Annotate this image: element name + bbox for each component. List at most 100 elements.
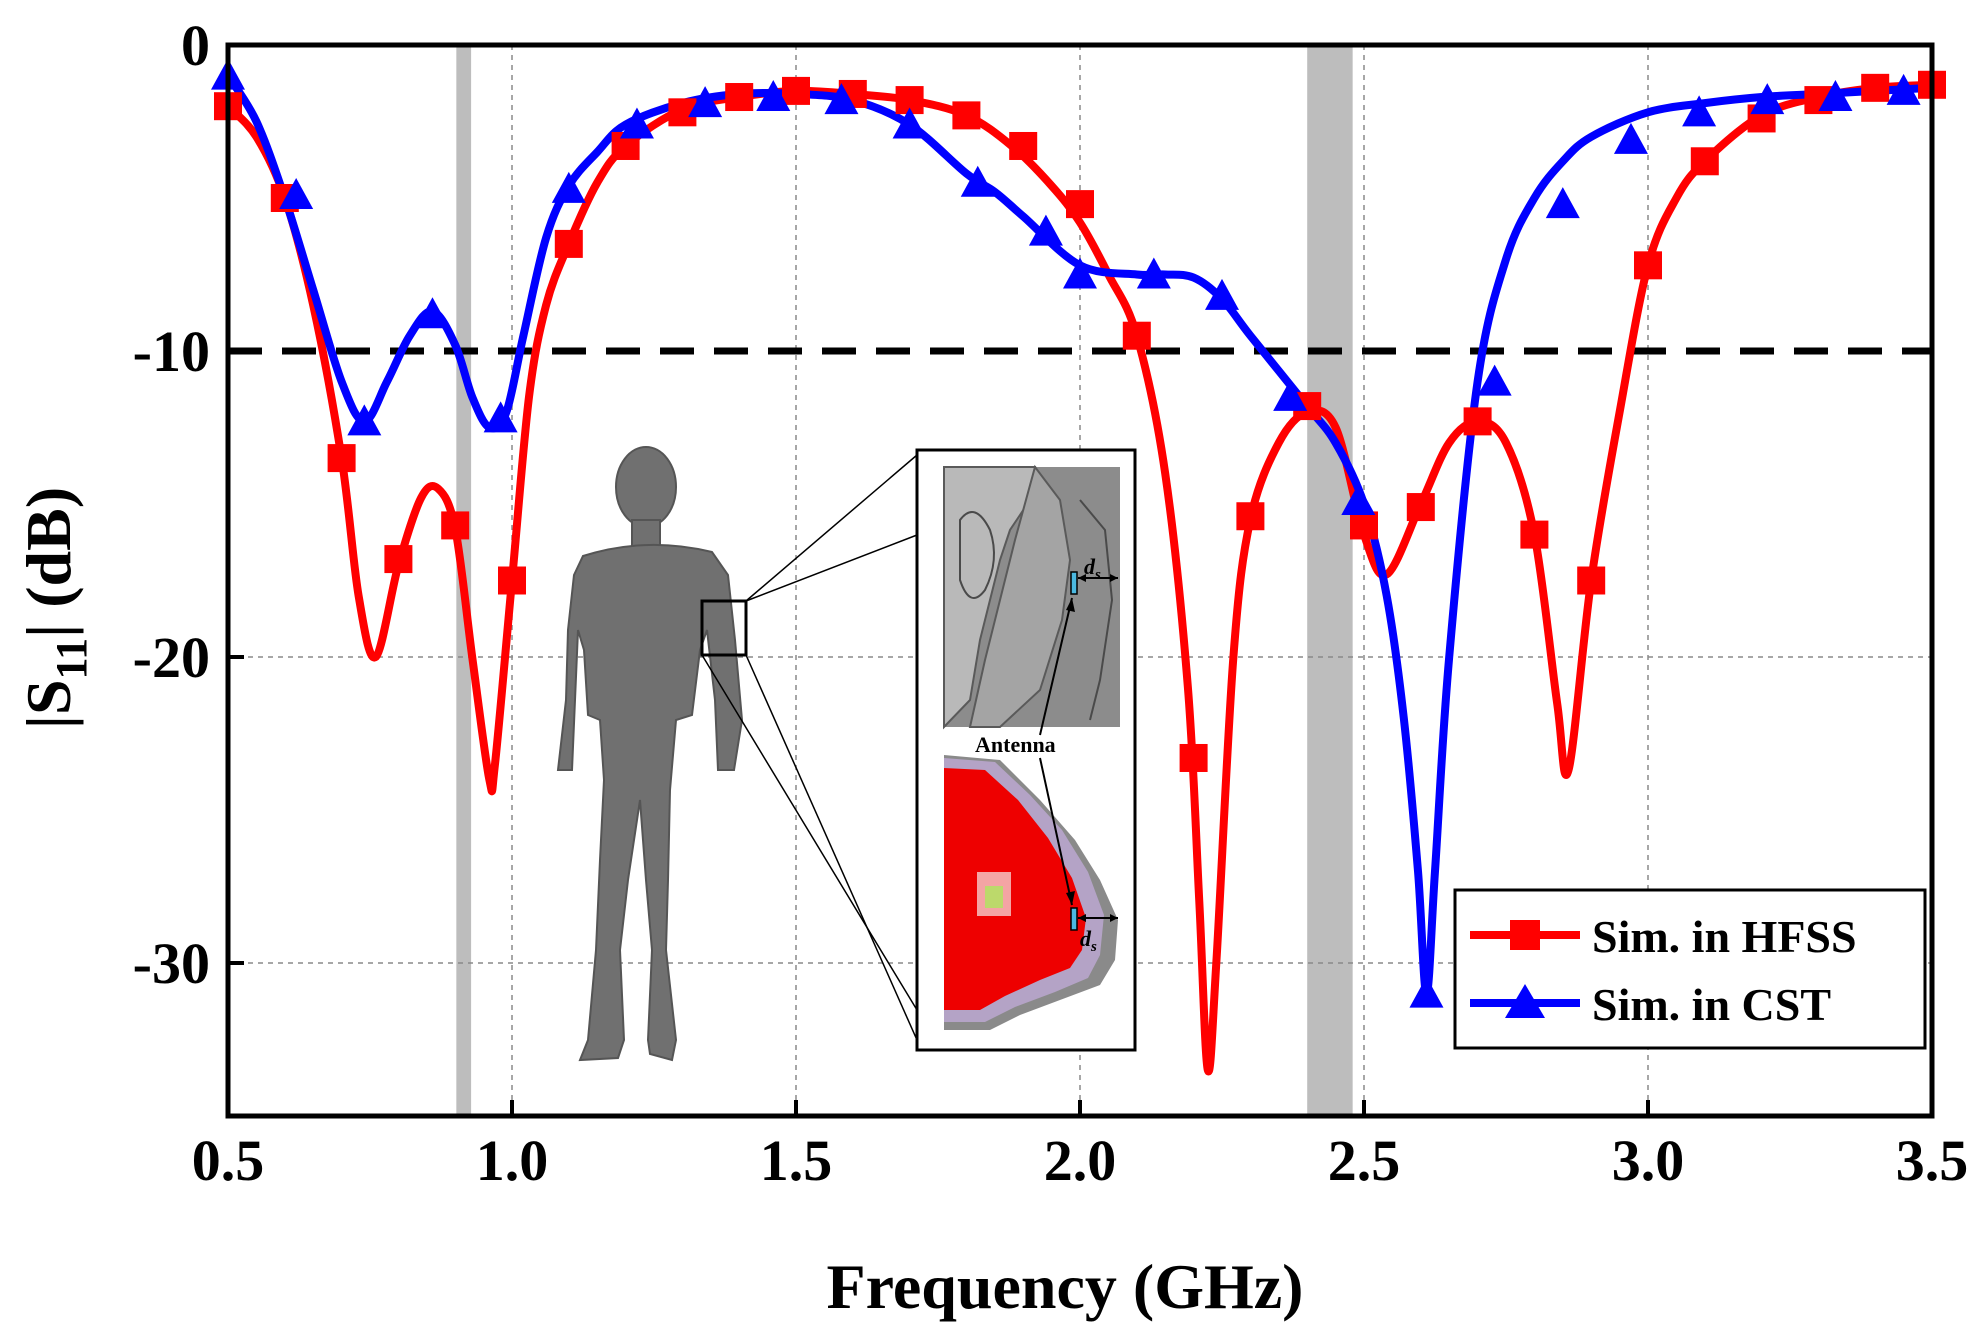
arrowhead <box>1110 914 1118 922</box>
human-body-model <box>556 446 744 1062</box>
marker-cst <box>824 83 859 115</box>
marker-cst <box>619 107 654 139</box>
legend-box <box>1453 888 1927 1050</box>
x-axis-title: Frequency (GHz) <box>827 1251 1304 1322</box>
x-tick-label: 2.0 <box>1044 1128 1117 1193</box>
grey-tissue-outline <box>1079 499 1114 721</box>
marker-hfss <box>1463 407 1492 436</box>
zoom-line <box>745 454 918 602</box>
series-line-cst <box>224 71 1936 998</box>
marker-hfss <box>1009 131 1038 160</box>
muscle-layer <box>944 768 1086 1010</box>
body-head <box>615 446 677 528</box>
marker-hfss <box>1577 566 1606 595</box>
body-neck <box>631 519 661 547</box>
arrowhead <box>1110 574 1118 582</box>
marker-cst <box>1341 483 1376 515</box>
y-tick-label: -10 <box>133 319 210 384</box>
legend-item-cst: Sim. in CST <box>1470 979 1831 1030</box>
marker-cst <box>279 177 314 209</box>
arrowhead <box>1078 914 1086 922</box>
arrowhead <box>1078 574 1086 582</box>
marker-hfss <box>1122 321 1151 350</box>
legend-marker-triangle <box>1505 984 1545 1018</box>
marker-cst <box>1750 83 1785 115</box>
arrowhead <box>1066 598 1075 612</box>
marker-hfss <box>1406 493 1435 522</box>
ds-label-lower: ds <box>1080 926 1097 955</box>
marker-cst <box>756 80 791 112</box>
body-cross-section-colored: ds <box>944 755 1118 1030</box>
antenna-marker-upper <box>1070 571 1078 595</box>
ds-label-upper: ds <box>1084 554 1101 583</box>
zoom-line <box>745 534 918 602</box>
x-axis-ticks: 0.5 1.0 1.5 2.0 2.5 3.0 3.5 <box>192 1100 1969 1193</box>
legend-label-cst: Sim. in CST <box>1592 979 1831 1030</box>
marker-hfss <box>952 101 981 130</box>
y-tick-label: 0 <box>181 13 210 78</box>
legend-marker-square <box>1510 920 1540 950</box>
marker-cst <box>1477 364 1512 396</box>
zoom-line <box>745 654 918 1041</box>
marker-hfss <box>1350 511 1378 540</box>
x-tick-label: 3.0 <box>1612 1128 1685 1193</box>
marker-cst <box>1063 257 1097 289</box>
x-tick-label: 1.0 <box>476 1128 549 1193</box>
marker-cst <box>892 107 927 139</box>
arrowhead <box>1066 891 1075 905</box>
antenna-label: Antenna <box>975 732 1056 757</box>
x-tick-label: 1.5 <box>760 1128 833 1193</box>
body-zoom-box <box>700 599 748 657</box>
marker-hfss <box>782 76 810 105</box>
marker-cst <box>1409 976 1444 1008</box>
data-markers <box>211 58 1946 1008</box>
marker-hfss <box>1634 251 1662 280</box>
marker-cst <box>960 165 995 197</box>
marker-hfss <box>554 229 583 258</box>
body-section-grey: ds <box>943 464 1120 730</box>
marker-cst <box>551 171 586 203</box>
y-axis-ticks: 0 -10 -20 -30 <box>133 13 244 996</box>
grey-tissue-region <box>968 464 1072 728</box>
legend: Sim. in HFSS Sim. in CST <box>1453 888 1927 1050</box>
marker-cst <box>1028 214 1063 246</box>
y-axis-title: |S11| (dB) <box>13 487 96 729</box>
marker-hfss <box>498 566 526 595</box>
marker-hfss <box>327 444 356 473</box>
marker-hfss <box>441 511 470 540</box>
marker-cst <box>1886 73 1921 105</box>
marker-hfss <box>1690 147 1719 176</box>
marker-cst <box>347 404 382 436</box>
x-tick-label: 3.5 <box>1896 1128 1969 1193</box>
x-tick-label: 2.5 <box>1328 1128 1401 1193</box>
grey-tissue-outline <box>959 511 995 599</box>
marker-cst <box>1545 187 1580 219</box>
marker-cst <box>688 86 723 118</box>
marker-cst <box>1818 80 1853 112</box>
marker-hfss <box>1236 502 1265 531</box>
marker-hfss <box>725 83 754 112</box>
zoom-line <box>701 654 918 1011</box>
antenna-pointer-upper <box>1039 597 1073 736</box>
marker-hfss <box>384 545 413 574</box>
x-tick-label: 0.5 <box>192 1128 265 1193</box>
marker-hfss <box>1179 743 1208 772</box>
marker-cst <box>483 401 518 433</box>
antenna-pointer-lower <box>1039 757 1073 906</box>
ism-bands <box>456 45 1353 1116</box>
bone-core <box>985 886 1003 908</box>
marker-cst <box>1682 95 1717 127</box>
marker-hfss <box>1066 190 1094 219</box>
y-tick-label: -30 <box>133 931 210 996</box>
y-tick-label: -20 <box>133 625 210 690</box>
body-torso <box>556 543 744 1062</box>
marker-cst <box>1613 122 1648 154</box>
legend-item-hfss: Sim. in HFSS <box>1470 911 1857 962</box>
marker-cst <box>1136 257 1171 289</box>
legend-label-hfss: Sim. in HFSS <box>1592 911 1857 962</box>
marker-cst <box>415 297 450 329</box>
antenna-marker-lower <box>1070 907 1078 931</box>
marker-hfss <box>1520 520 1549 549</box>
inset-figure: ds ds Antenna <box>556 446 1137 1062</box>
